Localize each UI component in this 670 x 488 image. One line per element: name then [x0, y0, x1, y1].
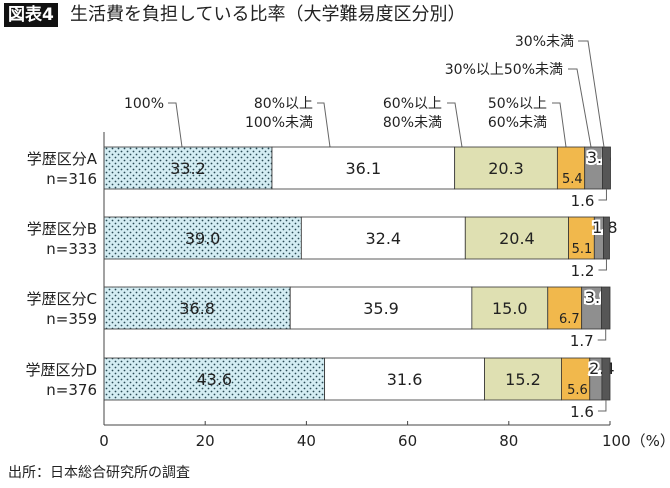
category-label: 学歴区分D — [25, 361, 97, 379]
x-tick-label: 80 — [499, 432, 518, 450]
bar-segment — [300, 216, 466, 260]
x-tick-label: 0 — [99, 432, 109, 450]
bar-segment — [103, 286, 291, 330]
value-label: 1.2 — [571, 262, 595, 280]
value-label: 36.8 — [179, 299, 215, 318]
value-label: 20.4 — [499, 229, 535, 248]
value-label: 1.7 — [570, 332, 594, 350]
value-label: 43.6 — [196, 370, 232, 389]
leader-line-100 — [168, 102, 183, 148]
bar-segment — [603, 216, 610, 260]
bar-segment — [103, 357, 326, 401]
category-label: 学歴区分B — [27, 220, 97, 238]
legend-30-50: 30%以上50%未満 — [444, 62, 563, 78]
value-label: 1.6 — [571, 192, 595, 210]
value-label: 39.0 — [185, 229, 221, 248]
x-tick-label: 60 — [398, 432, 417, 450]
value-label: 32.4 — [365, 229, 401, 248]
bar-segment — [600, 286, 611, 330]
x-tick-label: 20 — [196, 432, 215, 450]
leader-line — [598, 259, 607, 271]
legend-50-60: 50%以上 60%未満 — [487, 96, 547, 131]
category-label: 学歴区分A — [27, 150, 98, 168]
value-label: 31.6 — [387, 370, 423, 389]
value-label: 20.3 — [488, 159, 524, 178]
leader-line-under-30 — [578, 40, 605, 148]
category-n-label: n=376 — [46, 381, 97, 399]
value-label: 33.2 — [170, 159, 206, 178]
bar-segment — [568, 216, 595, 260]
leader-line-50-60 — [552, 102, 567, 148]
value-label: 5.1 — [572, 242, 593, 257]
category-n-label: n=359 — [46, 310, 97, 328]
chart-title: 生活費を負担している比率（大学難易度区分別） — [70, 4, 466, 25]
legend-80-100: 80%以上 100%未満 — [244, 96, 313, 131]
figure-number-badge: 図表4 — [4, 3, 58, 27]
value-label: 36.1 — [346, 159, 382, 178]
leader-line-30-50 — [568, 68, 592, 148]
bar-segment — [601, 357, 611, 401]
bar-segment — [464, 216, 569, 260]
legend-under-30: 30%未満 — [514, 34, 574, 50]
bar-segment — [454, 146, 558, 190]
value-label: 6.7 — [559, 312, 580, 327]
category-label: 学歴区分C — [27, 290, 97, 308]
leader-line-80-100 — [317, 102, 331, 148]
bar-segment — [324, 357, 485, 401]
value-label: 5.6 — [567, 383, 588, 398]
value-label: 15.2 — [505, 370, 541, 389]
legend-100: 100% — [123, 96, 164, 112]
leader-line — [597, 400, 607, 412]
bar-segment — [484, 357, 562, 401]
value-label: 1.6 — [570, 403, 594, 421]
x-tick-label: 40 — [297, 432, 316, 450]
leader-line-60-80 — [447, 102, 463, 148]
source-note: 出所：日本総合研究所の調査 — [8, 465, 190, 481]
value-label: 35.9 — [363, 299, 399, 318]
bar-segment — [547, 286, 583, 330]
category-n-label: n=333 — [46, 240, 97, 258]
bar-segment — [271, 146, 456, 190]
category-n-label: n=316 — [46, 170, 97, 188]
bar-segment — [471, 286, 549, 330]
legend-60-80: 60%以上 80%未満 — [382, 96, 442, 131]
bar-segment — [602, 146, 611, 190]
value-label: 5.4 — [562, 172, 583, 187]
bar-segment — [103, 146, 273, 190]
leader-line — [598, 189, 607, 201]
bar-segment — [289, 286, 473, 330]
x-tick-label: 100（%） — [602, 432, 670, 450]
value-label: 15.0 — [492, 299, 528, 318]
leader-line — [597, 329, 607, 341]
